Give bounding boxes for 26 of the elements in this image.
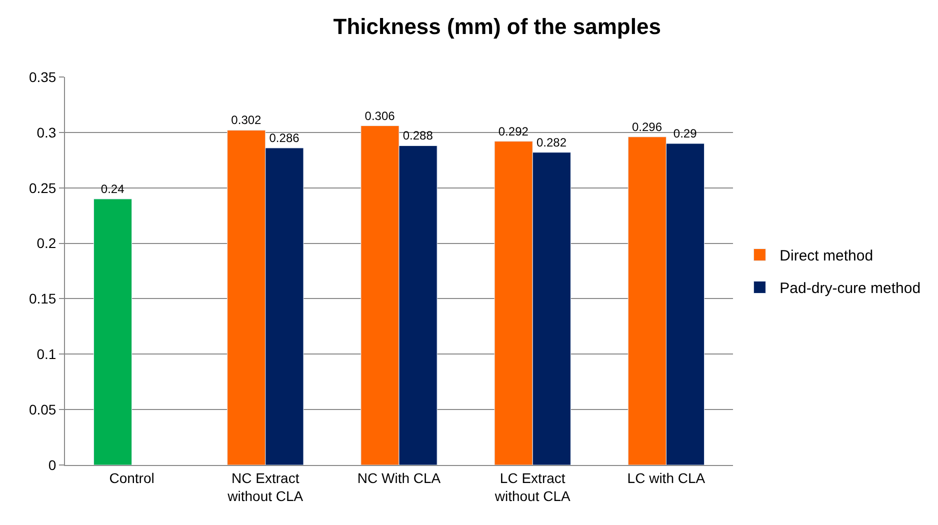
bar <box>93 198 132 465</box>
x-tick-label: LC Extract without CLA <box>494 470 571 504</box>
x-tick-label: NC With CLA <box>357 470 442 486</box>
data-label: 0.288 <box>402 128 434 143</box>
y-tick-label: 0.1 <box>36 346 56 362</box>
data-label: 0.24 <box>100 182 125 196</box>
x-tick-label: NC Extract without CLA <box>226 470 304 504</box>
data-label: 0.292 <box>498 124 529 138</box>
y-tick-label: 0.35 <box>28 68 56 85</box>
y-tick-label: 0.3 <box>36 124 56 140</box>
y-tick-label: 0 <box>48 456 56 473</box>
data-label: 0.282 <box>536 135 567 150</box>
data-label: 0.29 <box>673 126 698 141</box>
y-tick-label: 0.15 <box>28 290 56 307</box>
data-label: 0.306 <box>364 108 396 123</box>
data-label: 0.302 <box>231 113 262 128</box>
x-tick-label: Control <box>109 470 154 486</box>
legend-label: Pad-dry-cure method <box>780 280 921 298</box>
y-tick-label: 0.2 <box>36 235 56 252</box>
x-tick-label: LC with CLA <box>627 470 706 486</box>
data-label: 0.286 <box>269 130 300 145</box>
legend-label: Direct method <box>780 248 874 265</box>
y-tick-label: 0.25 <box>28 180 56 196</box>
chart-title: Thickness (mm) of the samples <box>333 14 661 39</box>
y-tick-label: 0.05 <box>28 401 56 418</box>
data-label: 0.296 <box>632 120 662 134</box>
